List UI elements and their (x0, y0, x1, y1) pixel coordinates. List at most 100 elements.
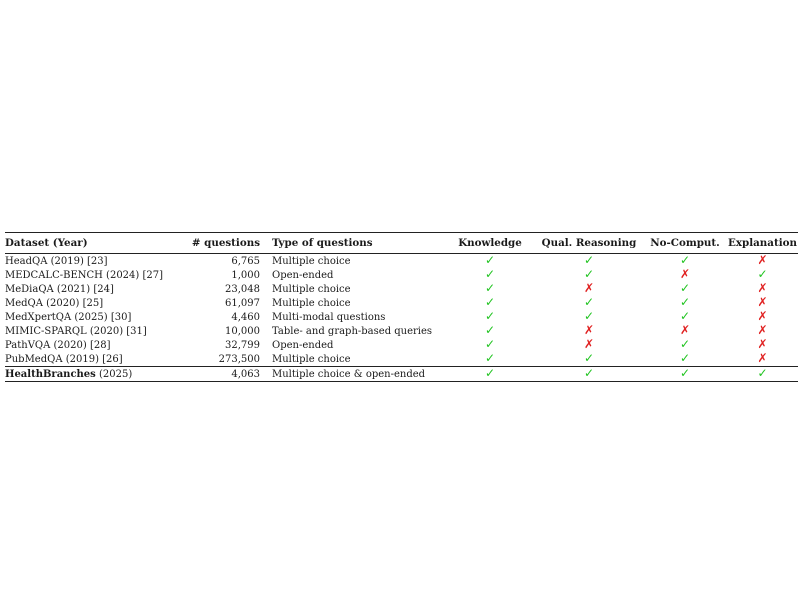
no-comput-cell: ✓ (643, 282, 727, 296)
header-knowledge: Knowledge (458, 237, 522, 249)
knowledge-mark-icon: ✓ (484, 309, 496, 323)
knowledge-mark-icon: ✓ (484, 267, 496, 281)
explanation-mark-icon: ✗ (757, 323, 768, 337)
highlight-name-bold: HealthBranches (5, 368, 96, 380)
knowledge-cell: ✓ (445, 282, 535, 296)
question-type: Open-ended (272, 269, 334, 281)
explanation-cell: ✗ (727, 338, 798, 352)
no-comput-cell: ✓ (643, 296, 727, 310)
header-qual-reasoning: Qual. Reasoning (541, 237, 637, 249)
qual-reasoning-cell: ✗ (535, 338, 643, 352)
no-comput-mark-icon: ✓ (679, 281, 691, 295)
no-comput-mark-icon: ✗ (679, 267, 691, 281)
table-row: MeDiaQA (2021) [24] 23,048 Multiple choi… (5, 282, 798, 296)
no-comput-mark-icon: ✓ (679, 309, 691, 323)
question-type: Multiple choice (272, 255, 351, 267)
qual-reasoning-cell: ✓ (535, 352, 643, 367)
dataset-name: PathVQA (2020) [28] (5, 339, 111, 351)
table-row: PubMedQA (2019) [26] 273,500 Multiple ch… (5, 352, 798, 367)
table-row: PathVQA (2020) [28] 32,799 Open-ended ✓ … (5, 338, 798, 352)
knowledge-cell: ✓ (445, 296, 535, 310)
knowledge-cell: ✓ (445, 324, 535, 338)
question-type: Open-ended (272, 339, 334, 351)
highlight-name-year: (2025) (95, 368, 133, 380)
no-comput-cell: ✓ (643, 367, 727, 382)
qual-reasoning-mark-icon: ✓ (583, 253, 595, 267)
question-count: 61,097 (225, 297, 260, 309)
knowledge-cell: ✓ (445, 338, 535, 352)
explanation-cell: ✗ (727, 282, 798, 296)
qual-reasoning-mark-icon: ✓ (583, 366, 595, 380)
no-comput-mark-icon: ✓ (679, 366, 691, 380)
qual-reasoning-cell: ✓ (535, 296, 643, 310)
no-comput-mark-icon: ✓ (679, 337, 691, 351)
qual-reasoning-mark-icon: ✗ (583, 337, 595, 351)
comparison-table-container: Dataset (Year) # questions Type of quest… (5, 232, 798, 382)
explanation-cell: ✗ (727, 254, 798, 269)
qual-reasoning-mark-icon: ✗ (583, 323, 595, 337)
explanation-mark-icon: ✗ (757, 337, 768, 351)
qual-reasoning-cell: ✓ (535, 254, 643, 269)
header-row: Dataset (Year) # questions Type of quest… (5, 232, 798, 254)
table-body: HeadQA (2019) [23] 6,765 Multiple choice… (5, 254, 798, 382)
qual-reasoning-cell: ✓ (535, 367, 643, 382)
explanation-cell: ✗ (727, 296, 798, 310)
explanation-cell: ✓ (727, 367, 798, 382)
qual-reasoning-cell: ✗ (535, 324, 643, 338)
explanation-mark-icon: ✗ (757, 281, 768, 295)
question-type: Multiple choice (272, 353, 351, 365)
qual-reasoning-mark-icon: ✓ (583, 309, 595, 323)
table-row: MedXpertQA (2025) [30] 4,460 Multi-modal… (5, 310, 798, 324)
knowledge-mark-icon: ✓ (484, 253, 496, 267)
knowledge-cell: ✓ (445, 352, 535, 367)
knowledge-mark-icon: ✓ (484, 351, 496, 365)
qual-reasoning-mark-icon: ✗ (583, 281, 595, 295)
header-type: Type of questions (272, 237, 373, 249)
question-type: Multiple choice & open-ended (272, 368, 426, 380)
dataset-name: MeDiaQA (2021) [24] (5, 283, 114, 295)
no-comput-mark-icon: ✓ (679, 351, 691, 365)
explanation-cell: ✓ (727, 268, 798, 282)
explanation-mark-icon: ✗ (757, 295, 768, 309)
no-comput-cell: ✓ (643, 338, 727, 352)
qual-reasoning-cell: ✓ (535, 310, 643, 324)
question-count: 1,000 (231, 269, 260, 281)
explanation-cell: ✗ (727, 310, 798, 324)
dataset-comparison-table: Dataset (Year) # questions Type of quest… (5, 232, 798, 382)
no-comput-cell: ✓ (643, 254, 727, 269)
header-questions: # questions (191, 237, 260, 249)
question-type: Table- and graph-based queries (272, 325, 433, 337)
qual-reasoning-cell: ✓ (535, 268, 643, 282)
dataset-name: HeadQA (2019) [23] (5, 255, 108, 267)
highlight-row: HealthBranches (2025) 4,063 Multiple cho… (5, 366, 798, 382)
no-comput-cell: ✓ (643, 352, 727, 367)
qual-reasoning-mark-icon: ✓ (583, 267, 595, 281)
question-count: 4,460 (231, 311, 260, 323)
knowledge-mark-icon: ✓ (484, 295, 496, 309)
no-comput-mark-icon: ✗ (679, 323, 691, 337)
knowledge-cell: ✓ (445, 254, 535, 269)
explanation-mark-icon: ✗ (757, 351, 768, 365)
no-comput-mark-icon: ✓ (679, 295, 691, 309)
qual-reasoning-cell: ✗ (535, 282, 643, 296)
knowledge-mark-icon: ✓ (484, 337, 496, 351)
question-count: 6,765 (231, 255, 260, 267)
explanation-cell: ✗ (727, 352, 798, 367)
explanation-mark-icon: ✓ (757, 267, 768, 281)
explanation-mark-icon: ✓ (757, 366, 768, 380)
header-no-comput: No-Comput. (650, 237, 720, 249)
knowledge-mark-icon: ✓ (484, 281, 496, 295)
question-type: Multiple choice (272, 297, 351, 309)
explanation-mark-icon: ✗ (757, 309, 768, 323)
explanation-cell: ✗ (727, 324, 798, 338)
question-count: 32,799 (225, 339, 260, 351)
no-comput-cell: ✓ (643, 310, 727, 324)
no-comput-cell: ✗ (643, 268, 727, 282)
table-row: MedQA (2020) [25] 61,097 Multiple choice… (5, 296, 798, 310)
knowledge-cell: ✓ (445, 268, 535, 282)
knowledge-mark-icon: ✓ (484, 366, 496, 380)
no-comput-mark-icon: ✓ (679, 253, 691, 267)
header-dataset: Dataset (Year) (5, 237, 88, 249)
knowledge-mark-icon: ✓ (484, 323, 496, 337)
dataset-name: MEDCALC-BENCH (2024) [27] (5, 269, 164, 281)
